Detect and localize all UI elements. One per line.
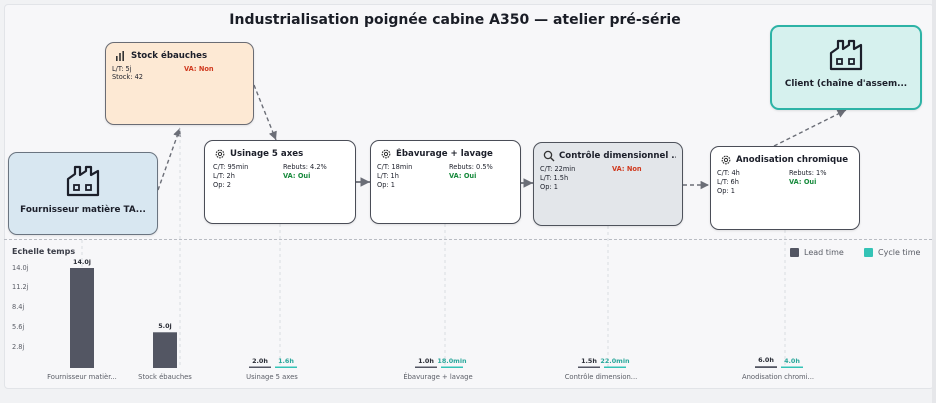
lead-time-label: 14.0j (73, 258, 91, 266)
cycle-time-label: 18.0min (437, 356, 467, 365)
usinage-va: VA: Oui (283, 172, 311, 180)
x-axis-label: Anodisation chromi... (741, 373, 815, 381)
legend-cycle-swatch (864, 248, 873, 257)
factory-icon (66, 165, 100, 197)
node-ebavurage[interactable]: Ébavurage + lavage C/T: 18min Rebuts: 0.… (370, 140, 521, 224)
controle-lt: L/T: 1.5h (540, 174, 569, 182)
ytick-label: 11.2j (12, 283, 29, 291)
gear-icon (381, 149, 391, 159)
factory-icon (829, 39, 863, 71)
ebavurage-rebuts: Rebuts: 0.5% (449, 163, 493, 171)
x-axis-label: Fournisseur matièr... (47, 373, 117, 381)
page-title: Industrialisation poignée cabine A350 — … (229, 12, 681, 28)
cycle-time-label: 4.0h (784, 356, 800, 365)
usinage-rebuts: Rebuts: 4.2% (283, 163, 327, 171)
legend-cycle: Cycle time (864, 248, 920, 257)
node-stock-header: Stock ébauches (115, 50, 247, 62)
node-anodisation[interactable]: Anodisation chromique C/T: 4h Rebuts: 1%… (710, 146, 860, 230)
usinage-ct: C/T: 95min (213, 163, 249, 171)
lead-time-label: 5.0j (158, 322, 172, 331)
node-client[interactable]: Client (chaîne d'assem... (770, 25, 922, 110)
ebavurage-op: Op: 1 (377, 181, 395, 189)
gear-icon (215, 149, 225, 159)
node-ebavurage-header: Ébavurage + lavage (380, 148, 514, 160)
vertical-scrollbar[interactable] (932, 0, 936, 403)
anodisation-lt: L/T: 6h (717, 178, 739, 186)
ytick-label: 14.0j (12, 264, 29, 272)
ytick-label: 2.8j (12, 343, 25, 351)
lead-time-label: 1.0h (418, 356, 434, 365)
x-axis-label: Stock ébauches (138, 373, 192, 381)
anodisation-ct: C/T: 4h (717, 169, 740, 177)
cycle-time-label: 22.0min (600, 356, 630, 365)
usinage-op: Op: 2 (213, 181, 231, 189)
stock-lt: L/T: 5j (112, 65, 132, 73)
lead-time-label: 6.0h (758, 356, 774, 365)
controle-ct: C/T: 22min (540, 165, 576, 173)
node-controle-header: Contrôle dimensionnel ... (543, 150, 676, 162)
anodisation-rebuts: Rebuts: 1% (789, 169, 827, 177)
node-supplier[interactable]: Fournisseur matière TA... (8, 152, 158, 235)
usinage-lt: L/T: 2h (213, 172, 235, 180)
anodisation-va: VA: Oui (789, 178, 817, 186)
node-controle-label: Contrôle dimensionnel ... (559, 151, 676, 161)
node-usinage[interactable]: Usinage 5 axes C/T: 95min Rebuts: 4.2% L… (204, 140, 356, 224)
node-stock[interactable]: Stock ébauches L/T: 5j VA: Non Stock: 42 (105, 42, 254, 125)
controle-va: VA: Non (612, 165, 642, 173)
node-ebavurage-label: Ébavurage + lavage (396, 149, 493, 159)
timeline-divider (4, 239, 932, 240)
ytick-label: 8.4j (12, 303, 25, 311)
ytick-label: 5.6j (12, 323, 25, 331)
legend-lead: Lead time (790, 248, 844, 257)
node-anodisation-label: Anodisation chromique (736, 155, 849, 165)
magnifier-icon (543, 150, 555, 162)
lead-time-label: 1.5h (581, 356, 597, 365)
node-anodisation-header: Anodisation chromique (720, 154, 853, 166)
cycle-time-label: 1.6h (278, 356, 294, 365)
node-controle[interactable]: Contrôle dimensionnel ... C/T: 22min VA:… (533, 142, 683, 226)
legend-cycle-label: Cycle time (878, 248, 921, 257)
anodisation-op: Op: 1 (717, 187, 735, 195)
lead-time-label: 2.0h (252, 356, 268, 365)
ebavurage-ct: C/T: 18min (377, 163, 413, 171)
ebavurage-va: VA: Oui (449, 172, 477, 180)
node-supplier-label: Fournisseur matière TA... (20, 205, 146, 215)
gear-icon (721, 155, 731, 165)
node-stock-label: Stock ébauches (131, 51, 208, 61)
node-usinage-label: Usinage 5 axes (230, 149, 304, 159)
ebavurage-lt: L/T: 1h (377, 172, 399, 180)
bar-chart-icon (116, 51, 124, 61)
stock-va: VA: Non (184, 65, 214, 73)
x-axis-label: Contrôle dimension... (564, 373, 638, 381)
x-axis-label: Ébavurage + lavage (403, 373, 473, 381)
legend-lead-label: Lead time (804, 248, 844, 257)
node-usinage-header: Usinage 5 axes (214, 148, 349, 160)
stock-count: Stock: 42 (112, 73, 143, 81)
node-client-label: Client (chaîne d'assem... (784, 79, 908, 89)
x-axis-label: Usinage 5 axes (246, 373, 298, 381)
controle-op: Op: 1 (540, 183, 558, 191)
legend-lead-swatch (790, 248, 799, 257)
timeline-title: Echelle temps (12, 247, 76, 256)
